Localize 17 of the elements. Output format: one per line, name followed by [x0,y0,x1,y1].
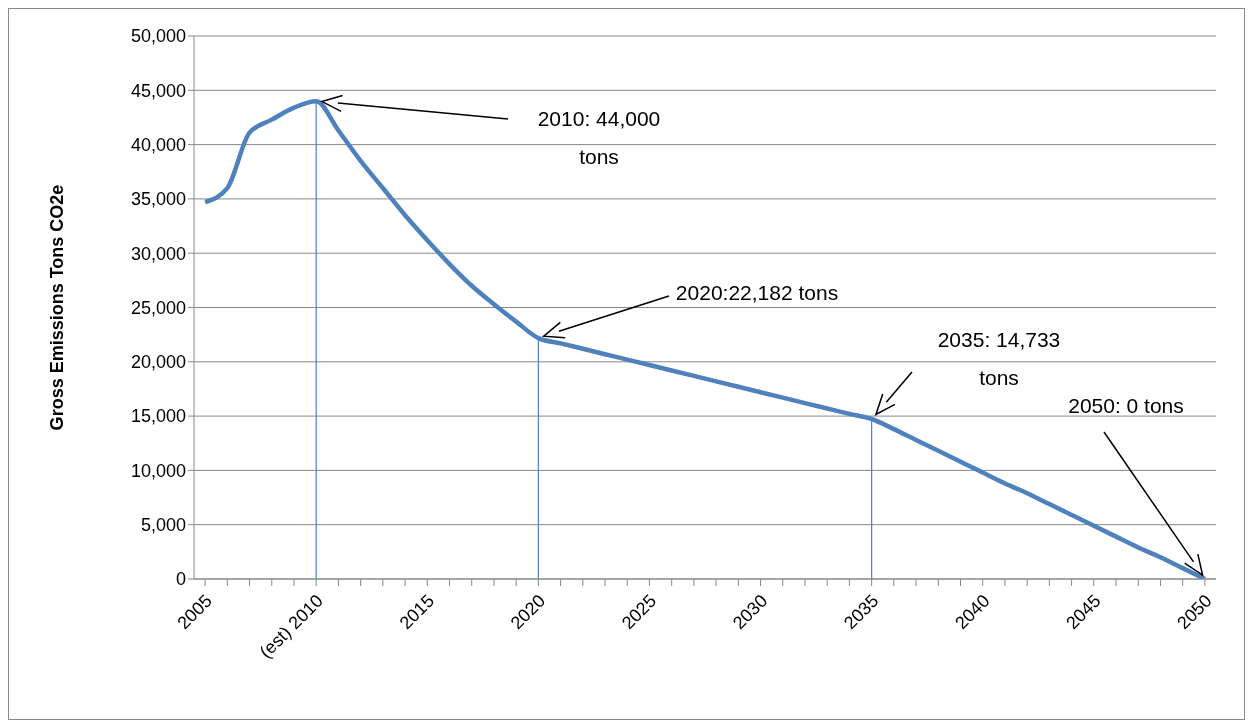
y-tick-label: 10,000 [130,460,186,481]
y-tick-label: 25,000 [130,297,186,318]
y-tick-label: 5,000 [140,515,186,536]
y-tick-label: 40,000 [130,134,186,155]
y-tick-label: 45,000 [130,80,186,101]
y-tick-label: 35,000 [130,189,186,210]
annotation: 2010: 44,000 tons [537,107,661,169]
y-tick-label: 0 [175,569,186,590]
annotation: 2035: 14,733 tons [937,328,1061,390]
y-tick-label: 20,000 [130,352,186,373]
annotation: 2020:22,182 tons [675,281,839,305]
y-tick-label: 30,000 [130,243,186,264]
y-tick-label: 50,000 [130,26,186,47]
line-series [202,98,1208,579]
annotation: 2050: 0 tons [1068,394,1184,418]
y-tick-label: 15,000 [130,406,186,427]
y-axis-title: Gross Emissions Tons CO2e [47,184,68,431]
